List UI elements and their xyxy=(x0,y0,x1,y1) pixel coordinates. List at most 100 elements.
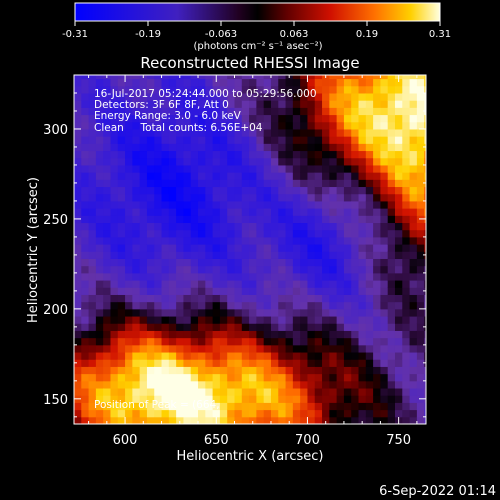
heatmap-cell xyxy=(132,258,141,267)
heatmap-cell xyxy=(336,143,345,152)
heatmap-cell xyxy=(322,323,330,331)
heatmap-cell xyxy=(176,229,184,238)
heatmap-cell xyxy=(81,301,90,310)
heatmap-cell xyxy=(322,258,330,267)
heatmap-cell xyxy=(198,330,206,339)
heatmap-cell xyxy=(154,316,163,324)
heatmap-cell xyxy=(212,323,221,331)
heatmap-cell xyxy=(387,409,396,418)
heatmap-cell xyxy=(205,164,214,173)
heatmap-cell xyxy=(168,92,177,101)
heatmap-cell xyxy=(322,128,330,137)
heatmap-cell xyxy=(190,287,199,295)
heatmap-cell xyxy=(81,373,90,382)
heatmap-cell xyxy=(88,78,97,87)
heatmap-cell xyxy=(256,402,265,411)
heatmap-cell xyxy=(117,222,126,231)
heatmap-cell xyxy=(249,280,257,288)
heatmap-cell xyxy=(183,352,192,360)
heatmap-cell xyxy=(343,316,352,324)
heatmap-cell xyxy=(198,172,206,180)
heatmap-cell xyxy=(394,85,403,94)
heatmap-cell xyxy=(81,251,90,259)
heatmap-cell xyxy=(139,337,148,346)
heatmap-cell xyxy=(205,308,214,317)
heatmap-cell xyxy=(198,114,206,123)
heatmap-cell xyxy=(322,78,330,87)
heatmap-cell xyxy=(300,186,308,195)
heatmap-cell xyxy=(190,280,199,288)
heatmap-cell xyxy=(74,236,82,245)
heatmap-cell xyxy=(292,352,301,360)
heatmap-cell xyxy=(292,380,301,389)
heatmap-cell xyxy=(307,337,316,346)
heatmap-cell xyxy=(161,344,170,353)
heatmap-cell xyxy=(300,222,308,231)
heatmap-cell xyxy=(351,330,360,339)
heatmap-cell xyxy=(292,121,301,130)
heatmap-cell xyxy=(227,179,235,188)
heatmap-cell xyxy=(205,78,214,87)
heatmap-cell xyxy=(219,251,228,259)
heatmap-cell xyxy=(256,373,265,382)
heatmap-cell xyxy=(227,344,235,353)
heatmap-cell xyxy=(176,280,184,288)
heatmap-cell xyxy=(241,215,250,224)
heatmap-cell xyxy=(278,179,287,188)
heatmap-cell xyxy=(125,323,133,331)
heatmap-cell xyxy=(139,244,148,252)
heatmap-cell xyxy=(74,402,82,411)
heatmap-cell xyxy=(307,251,316,259)
heatmap-cell xyxy=(373,352,381,360)
heatmap-cell xyxy=(125,121,133,130)
heatmap-cell xyxy=(227,294,235,303)
heatmap-cell xyxy=(161,75,170,80)
heatmap-cell xyxy=(81,200,90,209)
heatmap-cell xyxy=(103,352,111,360)
heatmap-cell xyxy=(74,352,82,360)
heatmap-cell xyxy=(285,164,294,173)
heatmap-cell xyxy=(88,100,97,108)
heatmap-cell xyxy=(380,143,389,152)
heatmap-cell xyxy=(219,121,228,130)
heatmap-cell xyxy=(161,157,170,166)
heatmap-cell xyxy=(292,236,301,245)
heatmap-cell xyxy=(95,229,104,238)
heatmap-cell xyxy=(161,193,170,202)
heatmap-cell xyxy=(402,136,411,144)
x-tick-label: 750 xyxy=(386,433,411,448)
heatmap-cell xyxy=(300,157,308,166)
heatmap-cell xyxy=(88,251,97,259)
heatmap-cell xyxy=(168,186,177,195)
heatmap-cell xyxy=(110,179,119,188)
heatmap-cell xyxy=(387,244,396,252)
heatmap-cell xyxy=(103,193,111,202)
heatmap-cell xyxy=(74,287,82,295)
heatmap-cell xyxy=(402,193,411,202)
heatmap-cell xyxy=(409,395,418,403)
heatmap-cell xyxy=(234,85,243,94)
heatmap-cell xyxy=(212,265,221,274)
heatmap-cell xyxy=(176,301,184,310)
heatmap-cell xyxy=(205,330,214,339)
heatmap-cell xyxy=(263,402,272,411)
heatmap-cell xyxy=(270,100,279,108)
heatmap-cell xyxy=(416,121,425,130)
heatmap-cell xyxy=(387,344,396,353)
heatmap-cell xyxy=(329,409,338,418)
heatmap-cell xyxy=(387,143,396,152)
heatmap-cell xyxy=(249,337,257,346)
heatmap-cell xyxy=(409,402,418,411)
heatmap-cell xyxy=(183,251,192,259)
heatmap-cell xyxy=(154,395,163,403)
heatmap-cell xyxy=(168,157,177,166)
heatmap-cell xyxy=(263,409,272,418)
heatmap-cell xyxy=(183,395,192,403)
heatmap-cell xyxy=(409,179,418,188)
heatmap-cell xyxy=(424,136,426,144)
heatmap-cell xyxy=(95,121,104,130)
heatmap-cell xyxy=(307,128,316,137)
heatmap-cell xyxy=(117,366,126,375)
heatmap-cell xyxy=(146,280,155,288)
heatmap-cell xyxy=(212,402,221,411)
